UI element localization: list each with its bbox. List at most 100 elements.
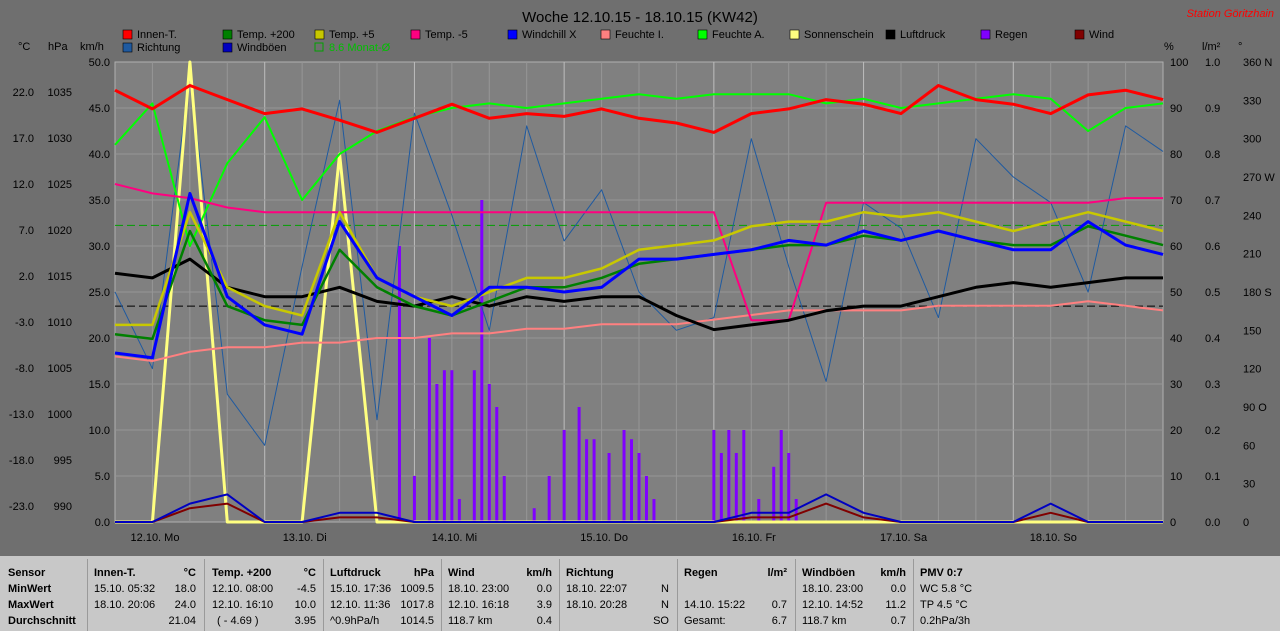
legend-label: Windchill X <box>522 29 577 41</box>
series-line-feuchte-a- <box>114 93 1164 247</box>
kmh-tick-label: 5.0 <box>95 471 110 483</box>
stats-col-wind: Wind km/h 18.10. 23:00 0.0 12.10. 16:18 … <box>442 559 560 631</box>
dir-tick-label: 90 O <box>1243 402 1267 414</box>
pct-tick-label: 40 <box>1170 333 1182 345</box>
temp-tick-label: -18.0 <box>9 455 34 467</box>
kmh-tick-label: 0.0 <box>95 517 110 529</box>
rain-bar <box>772 466 776 522</box>
stats-row-min: MinWert <box>8 583 52 595</box>
pct-tick-label: 50 <box>1170 287 1182 299</box>
stats-richtung-avg-val: SO <box>653 615 669 627</box>
legend-swatch <box>314 42 324 52</box>
rain-bar <box>592 439 596 522</box>
rain-tick-label: 0.9 <box>1205 103 1220 115</box>
hpa-tick-label: 995 <box>54 455 72 467</box>
legend-swatch <box>789 29 800 40</box>
pct-tick-label: 10 <box>1170 471 1182 483</box>
hpa-tick-label: 1030 <box>48 133 72 145</box>
legend-label: Wind <box>1089 29 1114 41</box>
stats-pmv-title: PMV 0:7 <box>920 567 963 579</box>
legend-label: Luftdruck <box>900 29 946 41</box>
stats-regen-max-time: 14.10. 15:22 <box>684 599 746 611</box>
stats-pmv-trend: 0.2hPa/3h <box>920 615 971 627</box>
pct-tick-label: 90 <box>1170 103 1182 115</box>
legend-swatch <box>507 29 518 40</box>
legend-swatch <box>222 42 233 53</box>
stats-temp-max-time: 12.10. 16:10 <box>212 599 274 611</box>
rain-tick-label: 0.7 <box>1205 195 1220 207</box>
rain-bar <box>607 453 611 522</box>
rain-bar <box>734 453 738 522</box>
stats-druck-unit: hPa <box>413 567 434 579</box>
rain-bar <box>495 407 499 522</box>
hpa-tick-label: 1010 <box>48 317 72 329</box>
series-line-temp-5 <box>114 183 1163 322</box>
stats-col-innen: Innen-T. °C 15.10. 05:32 18.0 18.10. 20:… <box>88 559 205 631</box>
stats-temp-min-val: -4.5 <box>297 583 316 595</box>
stats-richtung-min-time: 18.10. 22:07 <box>566 583 628 595</box>
pct-tick-label: 60 <box>1170 241 1182 253</box>
rain-bar <box>712 430 716 522</box>
stats-temp-avg-val: 3.95 <box>294 615 316 627</box>
temp-tick-label: 22.0 <box>13 87 34 99</box>
pct-tick-label: 80 <box>1170 149 1182 161</box>
stats-innen-min-val: 18.0 <box>174 583 196 595</box>
hpa-tick-label: 1020 <box>48 225 72 237</box>
rain-bar <box>457 499 461 522</box>
legend-swatch <box>600 29 611 40</box>
rain-bar <box>630 439 634 522</box>
day-label: 14.10. Mi <box>432 532 477 544</box>
axis-unit-kmh: km/h <box>80 41 104 53</box>
rain-tick-label: 0.2 <box>1205 425 1220 437</box>
stats-temp-avg-note: ( - 4.69 ) <box>217 615 259 627</box>
rain-tick-label: 0.8 <box>1205 149 1220 161</box>
weather-chart: Woche 12.10.15 - 18.10.15 (KW42) Station … <box>9 8 1275 544</box>
stats-regen-unit: l/m² <box>767 567 787 579</box>
legend-swatch <box>410 29 421 40</box>
rain-bar <box>502 476 506 522</box>
rain-tick-label: 0.5 <box>1205 287 1220 299</box>
stats-col-richtung: Richtung 18.10. 22:07 N 18.10. 20:28 N S… <box>560 559 678 631</box>
legend-label: Feuchte A. <box>712 29 765 41</box>
hpa-tick-label: 990 <box>54 501 72 513</box>
dir-tick-label: 0 <box>1243 517 1249 529</box>
dir-tick-label: 270 W <box>1243 172 1275 184</box>
rain-bar <box>779 430 783 522</box>
dir-tick-label: 60 <box>1243 440 1255 452</box>
rain-bar <box>644 476 648 522</box>
day-label: 17.10. Sa <box>880 532 928 544</box>
stats-temp-min-time: 12.10. 08:00 <box>212 583 274 595</box>
axis-unit-temp: °C <box>18 41 30 53</box>
stats-druck-avg-val: 1014.5 <box>400 615 434 627</box>
stats-boeen-min-val: 0.0 <box>890 583 906 595</box>
series-line-feuchte-i- <box>114 300 1164 362</box>
rain-bar <box>742 430 746 522</box>
dir-tick-label: 120 <box>1243 364 1261 376</box>
rain-tick-label: 0.3 <box>1205 379 1220 391</box>
rain-bar <box>727 430 731 522</box>
chart-area: Woche 12.10.15 - 18.10.15 (KW42) Station … <box>0 0 1280 556</box>
kmh-tick-label: 15.0 <box>89 379 110 391</box>
rain-bar <box>577 407 581 522</box>
rain-tick-label: 0.6 <box>1205 241 1220 253</box>
legend-label: Sonnenschein <box>804 29 874 41</box>
axis-unit-hpa: hPa <box>48 41 68 53</box>
stats-regen-avg-val: 6.7 <box>771 615 787 627</box>
stats-boeen-min-time: 18.10. 23:00 <box>802 583 864 595</box>
stats-innen-max-time: 18.10. 20:06 <box>94 599 156 611</box>
hpa-tick-label: 1015 <box>48 271 72 283</box>
rain-bar <box>622 430 626 522</box>
stats-col-temp: Temp. +200 °C 12.10. 08:00 -4.5 12.10. 1… <box>205 559 324 631</box>
stats-richtung-title: Richtung <box>566 567 614 579</box>
stats-richtung-max-val: N <box>661 599 669 611</box>
kmh-tick-label: 35.0 <box>89 195 110 207</box>
legend-swatch <box>885 29 896 40</box>
series-line-temp-200 <box>114 225 1164 341</box>
stats-wind-title: Wind <box>448 567 475 579</box>
legend-label: Temp. +5 <box>329 29 375 41</box>
axis-unit-dir: ° <box>1238 41 1242 53</box>
dir-tick-label: 300 <box>1243 134 1261 146</box>
axis-unit-rain: l/m² <box>1202 41 1221 53</box>
series-line-windchill-x <box>114 191 1164 360</box>
stats-pmv-tp: TP 4.5 °C <box>920 599 968 611</box>
